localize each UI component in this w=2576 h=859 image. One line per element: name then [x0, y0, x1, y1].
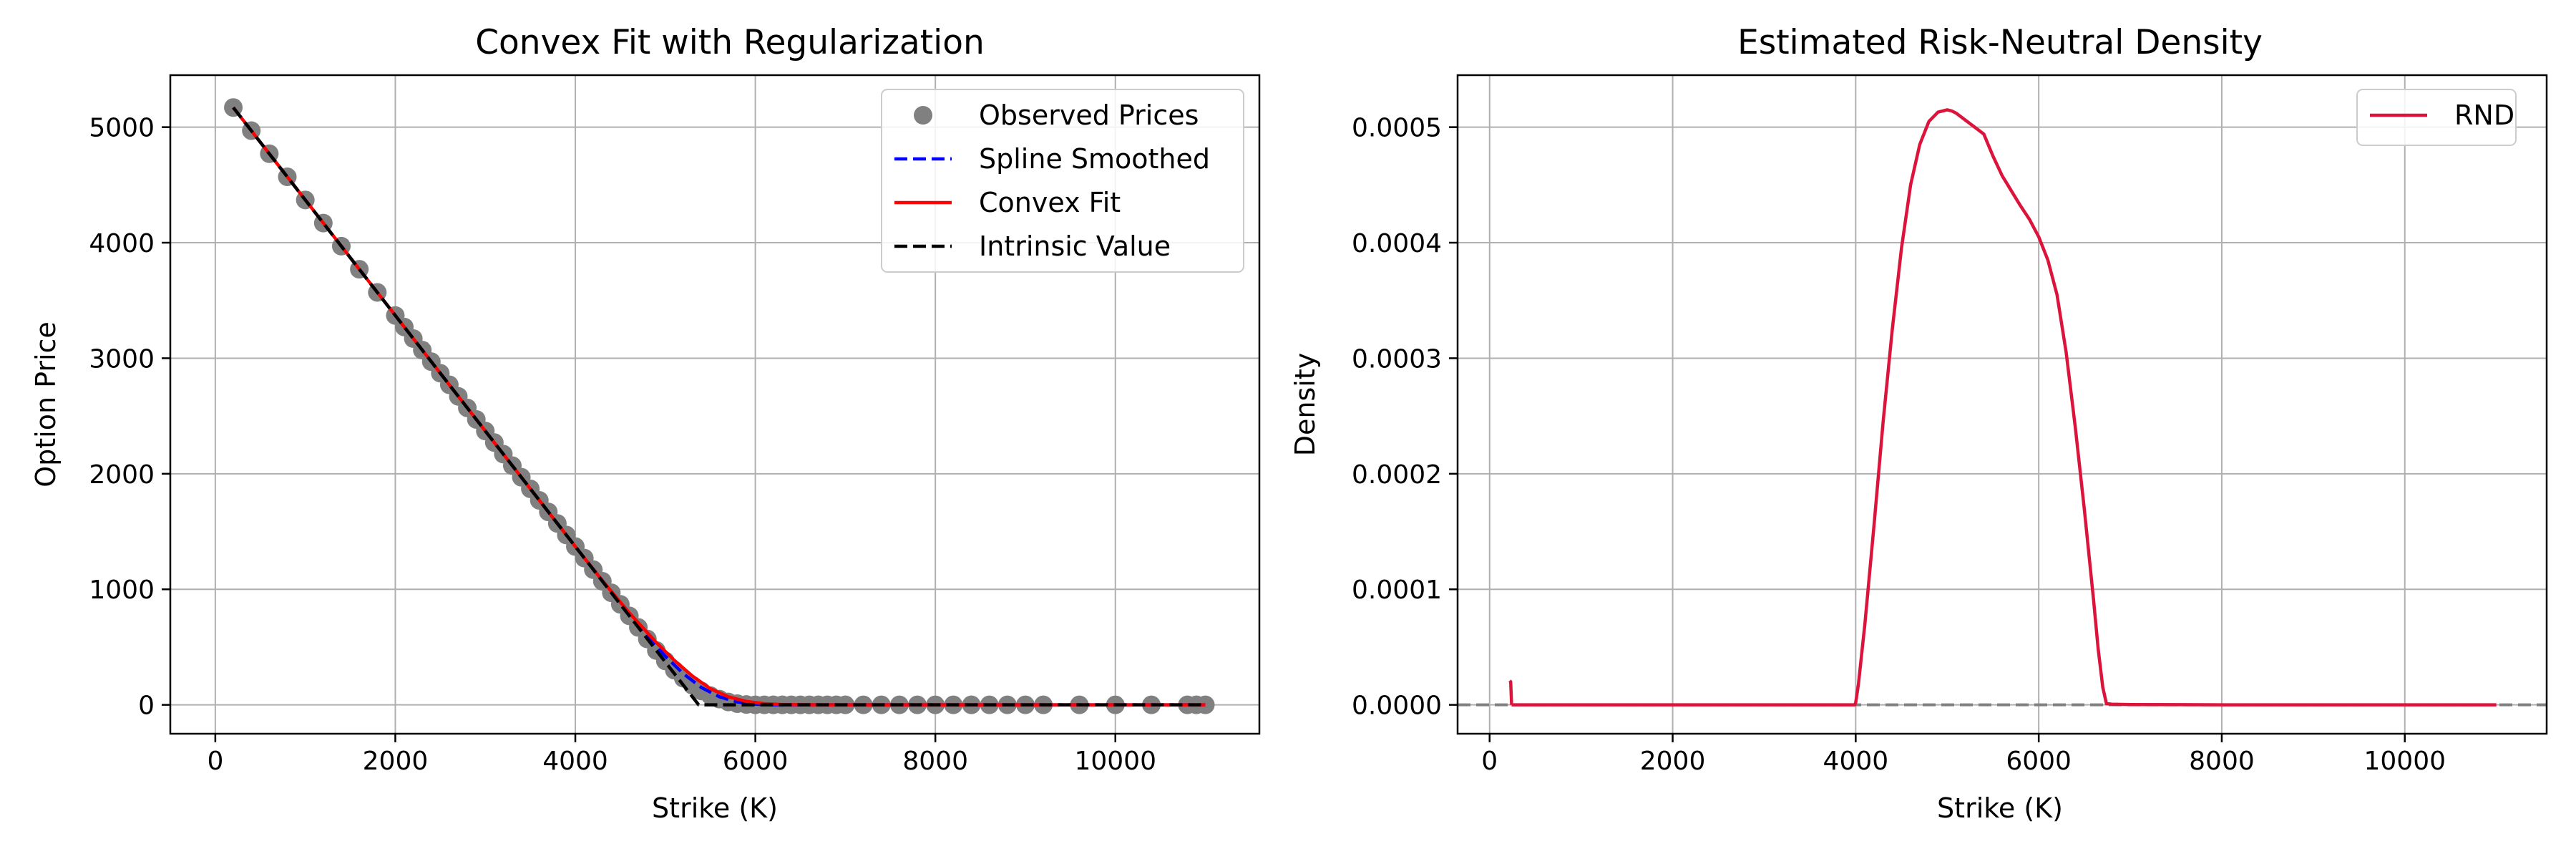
x-tick-label: 0 — [1481, 747, 1498, 776]
chart-risk-neutral-density: Estimated Risk-Neutral Density 0 2000 4000… — [1289, 23, 2548, 824]
x-tick-label: 2000 — [1640, 747, 1706, 776]
legend-label: Spline Smoothed — [979, 143, 1210, 175]
y-tick-label: 1000 — [89, 576, 155, 605]
y-tick-label: 3000 — [89, 344, 155, 374]
chart-title: Estimated Risk-Neutral Density — [1737, 23, 2263, 62]
chart-title: Convex Fit with Regularization — [475, 23, 985, 62]
legend: Observed Prices Spline Smoothed Convex Fit… — [881, 89, 1244, 273]
series-group — [1458, 108, 2547, 707]
series-line-rnd — [1508, 679, 1513, 705]
x-tick-label: 6000 — [723, 747, 789, 776]
series-group — [224, 98, 1215, 714]
x-tick-label: 6000 — [2006, 747, 2072, 776]
chart-convex-fit: Convex Fit with Regularization 0 2000 4000… — [30, 23, 1261, 824]
y-axis-label: Option Price — [30, 321, 62, 487]
y-tick-label: 0.0002 — [1352, 460, 1442, 490]
y-tick-label: 2000 — [89, 460, 155, 490]
plot-frame — [169, 74, 1261, 735]
x-tick-label: 4000 — [542, 747, 608, 776]
y-tick-label: 0.0003 — [1352, 344, 1442, 374]
legend-marker — [914, 106, 932, 125]
series-line-rnd — [1511, 108, 2497, 707]
x-tick-label: 10000 — [2363, 747, 2446, 776]
plot-frame — [1456, 74, 2548, 735]
y-tick-label: 0.0000 — [1352, 691, 1442, 721]
data-point — [1196, 695, 1215, 714]
y-tick-label: 0 — [138, 691, 155, 721]
x-tick-label: 8000 — [902, 747, 968, 776]
axis-ticks: 0 2000 4000 6000 8000 10000 0 1000 2000 3000 4000 5… — [89, 114, 1156, 776]
legend-label: RND — [2454, 100, 2514, 131]
y-tick-label: 5000 — [89, 114, 155, 143]
legend-label: Intrinsic Value — [979, 230, 1171, 262]
axis-ticks: 0 2000 4000 6000 8000 10000 0.0000 0.0001 0.0002… — [1352, 114, 2446, 776]
x-tick-label: 2000 — [363, 747, 429, 776]
y-tick-label: 4000 — [89, 229, 155, 258]
x-axis-label: Strike (K) — [1937, 792, 2063, 824]
x-tick-label: 0 — [207, 747, 223, 776]
x-axis-label: Strike (K) — [652, 792, 778, 824]
y-tick-label: 0.0005 — [1352, 114, 1442, 143]
y-tick-label: 0.0004 — [1352, 229, 1442, 258]
legend-label: Convex Fit — [979, 187, 1121, 218]
y-tick-label: 0.0001 — [1352, 576, 1442, 605]
x-tick-label: 4000 — [1823, 747, 1889, 776]
series-line-intrinsic-value — [232, 106, 1206, 707]
legend-label: Observed Prices — [979, 100, 1199, 131]
legend: RND — [2356, 89, 2517, 146]
y-axis-label: Density — [1289, 353, 1321, 456]
x-tick-label: 10000 — [1074, 747, 1156, 776]
x-tick-label: 8000 — [2189, 747, 2255, 776]
legend-box — [2356, 89, 2517, 146]
legend-box — [881, 89, 1244, 273]
